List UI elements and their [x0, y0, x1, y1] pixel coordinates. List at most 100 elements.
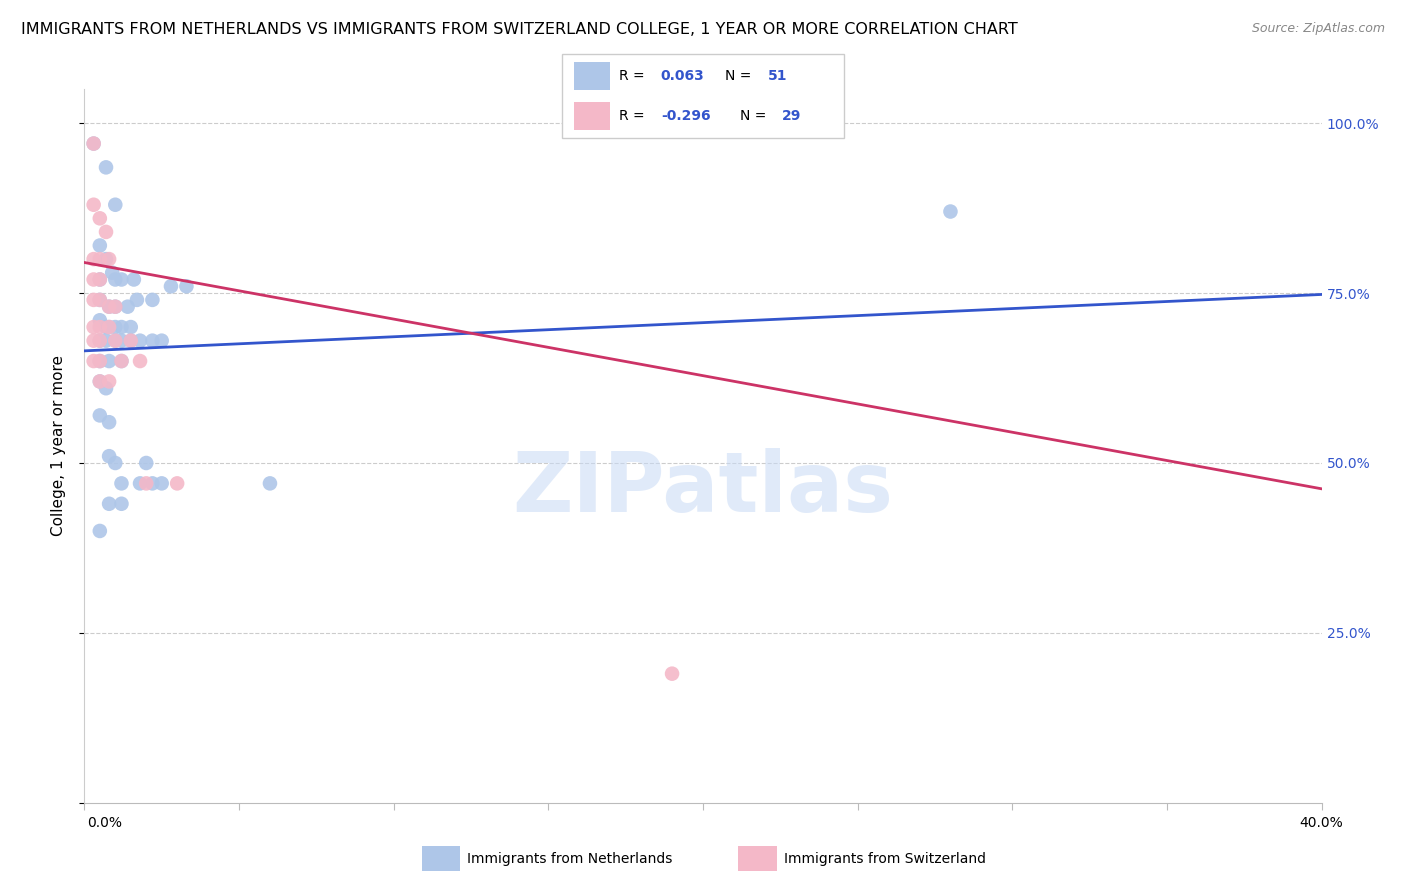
Point — [129, 334, 152, 348]
Point — [83, 198, 105, 212]
Text: ZIPatlas: ZIPatlas — [513, 449, 893, 529]
Point — [98, 415, 121, 429]
Point — [89, 313, 111, 327]
Point — [141, 293, 163, 307]
Bar — [422, 847, 461, 871]
Text: Immigrants from Switzerland: Immigrants from Switzerland — [785, 852, 986, 865]
Point — [129, 476, 152, 491]
Point — [94, 161, 117, 175]
Point — [104, 198, 127, 212]
Point — [117, 300, 139, 314]
Point — [98, 252, 121, 266]
Point — [110, 476, 132, 491]
Point — [135, 476, 157, 491]
Point — [89, 293, 111, 307]
Text: IMMIGRANTS FROM NETHERLANDS VS IMMIGRANTS FROM SWITZERLAND COLLEGE, 1 YEAR OR MO: IMMIGRANTS FROM NETHERLANDS VS IMMIGRANT… — [21, 22, 1018, 37]
Point — [89, 409, 111, 423]
Point — [129, 354, 152, 368]
Point — [166, 476, 188, 491]
Point — [939, 204, 962, 219]
Point — [110, 497, 132, 511]
Point — [104, 272, 127, 286]
Point — [98, 320, 121, 334]
Point — [104, 334, 127, 348]
Point — [120, 334, 142, 348]
Point — [98, 354, 121, 368]
Point — [83, 334, 105, 348]
Point — [89, 524, 111, 538]
Point — [104, 334, 127, 348]
Text: R =: R = — [619, 69, 648, 83]
Point — [259, 476, 281, 491]
Point — [83, 272, 105, 286]
Text: -0.296: -0.296 — [661, 109, 710, 123]
Point — [101, 266, 124, 280]
Point — [98, 449, 121, 463]
Point — [89, 272, 111, 286]
Point — [89, 354, 111, 368]
Point — [104, 300, 127, 314]
Point — [104, 456, 127, 470]
Point — [89, 334, 111, 348]
Text: Immigrants from Netherlands: Immigrants from Netherlands — [467, 852, 673, 865]
Y-axis label: College, 1 year or more: College, 1 year or more — [51, 356, 66, 536]
Point — [89, 238, 111, 252]
Bar — [574, 102, 610, 130]
Point — [83, 252, 105, 266]
Point — [120, 320, 142, 334]
Point — [98, 375, 121, 389]
Text: 29: 29 — [782, 109, 801, 123]
Point — [120, 334, 142, 348]
FancyBboxPatch shape — [562, 54, 844, 138]
Text: R =: R = — [619, 109, 648, 123]
Point — [94, 381, 117, 395]
Point — [94, 252, 117, 266]
Point — [150, 334, 173, 348]
Text: 0.0%: 0.0% — [87, 816, 122, 830]
Point — [104, 300, 127, 314]
Point — [83, 293, 105, 307]
Point — [83, 136, 105, 151]
Point — [110, 334, 132, 348]
Point — [94, 320, 117, 334]
Point — [110, 354, 132, 368]
Point — [89, 354, 111, 368]
Point — [94, 334, 117, 348]
Point — [176, 279, 198, 293]
Point — [98, 300, 121, 314]
Bar — [738, 847, 778, 871]
Point — [89, 375, 111, 389]
Point — [125, 293, 148, 307]
Text: 0.063: 0.063 — [661, 69, 704, 83]
Text: N =: N = — [740, 109, 770, 123]
Point — [89, 211, 111, 226]
Bar — [574, 62, 610, 90]
Point — [122, 272, 145, 286]
Text: 51: 51 — [768, 69, 787, 83]
Point — [110, 272, 132, 286]
Point — [83, 354, 105, 368]
Text: Source: ZipAtlas.com: Source: ZipAtlas.com — [1251, 22, 1385, 36]
Point — [98, 497, 121, 511]
Point — [89, 375, 111, 389]
Point — [135, 456, 157, 470]
Point — [83, 320, 105, 334]
Point — [89, 320, 111, 334]
Point — [110, 320, 132, 334]
Point — [89, 293, 111, 307]
Point — [98, 320, 121, 334]
Point — [89, 252, 111, 266]
Point — [89, 334, 111, 348]
Point — [141, 476, 163, 491]
Point — [94, 225, 117, 239]
Point — [89, 272, 111, 286]
Point — [160, 279, 183, 293]
Point — [141, 334, 163, 348]
Text: N =: N = — [725, 69, 756, 83]
Point — [110, 354, 132, 368]
Text: 40.0%: 40.0% — [1299, 816, 1343, 830]
Point — [661, 666, 683, 681]
Point — [150, 476, 173, 491]
Point — [104, 320, 127, 334]
Point — [83, 136, 105, 151]
